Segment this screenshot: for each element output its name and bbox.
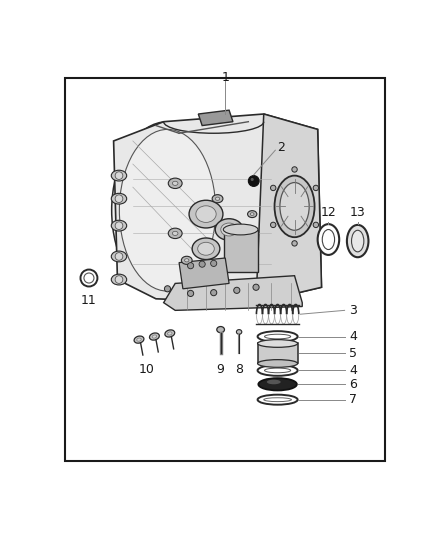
Ellipse shape xyxy=(258,394,298,405)
Ellipse shape xyxy=(258,340,298,348)
Text: 12: 12 xyxy=(321,206,336,220)
Ellipse shape xyxy=(137,338,141,341)
Text: 7: 7 xyxy=(349,393,357,406)
Circle shape xyxy=(313,185,318,191)
Ellipse shape xyxy=(184,259,189,262)
Ellipse shape xyxy=(318,224,339,255)
Circle shape xyxy=(187,290,194,296)
Polygon shape xyxy=(179,258,229,289)
Circle shape xyxy=(187,263,194,269)
Text: 4: 4 xyxy=(349,364,357,377)
Ellipse shape xyxy=(347,225,368,257)
Text: 11: 11 xyxy=(81,294,97,307)
Text: 1: 1 xyxy=(221,71,229,84)
Polygon shape xyxy=(256,114,321,303)
Circle shape xyxy=(115,276,123,284)
Circle shape xyxy=(211,289,217,296)
Circle shape xyxy=(211,260,217,266)
Circle shape xyxy=(115,195,123,203)
Ellipse shape xyxy=(258,378,297,391)
Ellipse shape xyxy=(168,228,182,239)
Ellipse shape xyxy=(212,195,223,203)
Ellipse shape xyxy=(134,336,144,343)
Ellipse shape xyxy=(173,231,178,236)
Ellipse shape xyxy=(247,211,257,217)
Text: 9: 9 xyxy=(217,363,225,376)
Ellipse shape xyxy=(251,213,254,215)
Text: 3: 3 xyxy=(349,304,357,317)
Circle shape xyxy=(164,286,170,292)
Ellipse shape xyxy=(221,223,237,236)
Ellipse shape xyxy=(111,193,127,204)
Circle shape xyxy=(271,185,276,191)
Ellipse shape xyxy=(189,200,223,228)
Text: 13: 13 xyxy=(350,206,366,220)
Text: 8: 8 xyxy=(235,363,243,376)
Ellipse shape xyxy=(237,329,242,334)
Ellipse shape xyxy=(165,330,175,337)
Ellipse shape xyxy=(168,178,182,189)
Ellipse shape xyxy=(258,360,298,367)
Ellipse shape xyxy=(111,170,127,181)
Ellipse shape xyxy=(322,230,335,249)
Ellipse shape xyxy=(280,182,309,230)
Ellipse shape xyxy=(111,274,127,285)
Circle shape xyxy=(292,167,297,172)
Circle shape xyxy=(115,253,123,260)
Ellipse shape xyxy=(217,327,224,333)
Polygon shape xyxy=(113,114,321,303)
Ellipse shape xyxy=(120,130,215,291)
Circle shape xyxy=(313,222,318,228)
Text: 4: 4 xyxy=(349,330,357,343)
Circle shape xyxy=(271,222,276,228)
Circle shape xyxy=(292,241,297,246)
Ellipse shape xyxy=(111,251,127,262)
Ellipse shape xyxy=(258,331,298,342)
Ellipse shape xyxy=(267,379,281,384)
Ellipse shape xyxy=(215,197,220,200)
Circle shape xyxy=(251,178,254,181)
Ellipse shape xyxy=(112,122,223,299)
Ellipse shape xyxy=(152,335,157,338)
Ellipse shape xyxy=(196,206,216,222)
Polygon shape xyxy=(164,276,302,310)
Ellipse shape xyxy=(215,219,243,240)
Circle shape xyxy=(253,284,259,290)
Ellipse shape xyxy=(264,398,291,401)
Ellipse shape xyxy=(275,175,314,237)
Circle shape xyxy=(248,175,259,187)
Bar xyxy=(224,230,258,272)
Text: 10: 10 xyxy=(139,363,155,376)
Ellipse shape xyxy=(192,238,220,260)
Ellipse shape xyxy=(352,230,364,252)
Ellipse shape xyxy=(149,333,159,340)
Ellipse shape xyxy=(173,181,178,185)
Circle shape xyxy=(234,287,240,294)
Ellipse shape xyxy=(265,334,291,339)
Text: 5: 5 xyxy=(349,347,357,360)
Circle shape xyxy=(199,261,205,267)
Circle shape xyxy=(115,172,123,180)
Text: 2: 2 xyxy=(277,141,285,155)
Ellipse shape xyxy=(181,256,192,264)
Circle shape xyxy=(115,222,123,230)
Ellipse shape xyxy=(111,220,127,231)
Ellipse shape xyxy=(223,224,258,235)
Text: 6: 6 xyxy=(349,378,357,391)
Ellipse shape xyxy=(168,332,172,335)
Circle shape xyxy=(84,273,94,283)
Ellipse shape xyxy=(265,368,291,373)
Circle shape xyxy=(81,270,97,287)
Ellipse shape xyxy=(258,365,298,376)
Polygon shape xyxy=(198,110,233,126)
Ellipse shape xyxy=(198,243,214,255)
Bar xyxy=(258,343,298,364)
